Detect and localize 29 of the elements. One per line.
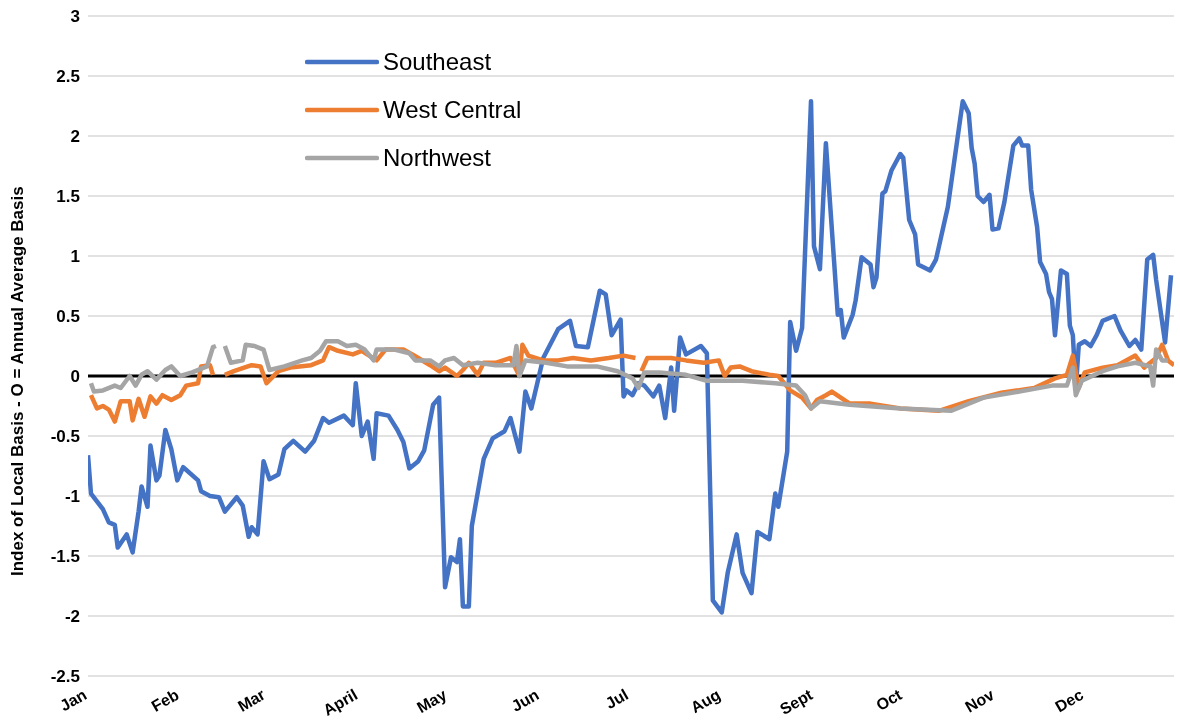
y-tick-label: 2.5 xyxy=(56,67,80,87)
legend-label: Southeast xyxy=(383,47,492,77)
x-tick-label: Nov xyxy=(962,685,998,716)
x-tick-label: Jul xyxy=(602,685,632,713)
y-tick-label: 1.5 xyxy=(56,187,80,207)
y-tick-label: -2 xyxy=(64,607,80,627)
x-tick-label: May xyxy=(414,685,450,717)
y-tick-label: -0.5 xyxy=(50,427,80,447)
y-tick-label: 3 xyxy=(70,7,80,27)
x-tick-label: April xyxy=(320,685,361,719)
y-axis-title: Index of Local Basis - O = Annual Average Basis xyxy=(8,186,28,576)
x-tick-label: Feb xyxy=(148,685,182,715)
y-tick-label: -1 xyxy=(64,487,80,507)
x-tick-label: Jan xyxy=(57,685,90,715)
y-tick-label: 0.5 xyxy=(56,307,80,327)
y-tick-label: -2.5 xyxy=(50,667,80,687)
x-tick-label: Dec xyxy=(1052,685,1087,716)
y-tick-label: 1 xyxy=(70,247,80,267)
legend-label: West Central xyxy=(383,95,522,125)
legend-label: Northwest xyxy=(383,143,492,173)
y-tick-label: -1.5 xyxy=(50,547,80,567)
x-tick-label: Jun xyxy=(508,685,542,715)
x-tick-label: Aug xyxy=(687,685,724,717)
y-tick-label: 2 xyxy=(70,127,80,147)
y-tick-label: 0 xyxy=(70,367,80,387)
line-series xyxy=(88,98,1174,615)
x-tick-label: Mar xyxy=(234,685,269,715)
x-tick-label: Sept xyxy=(776,685,817,718)
x-tick-label: Oct xyxy=(873,685,906,714)
